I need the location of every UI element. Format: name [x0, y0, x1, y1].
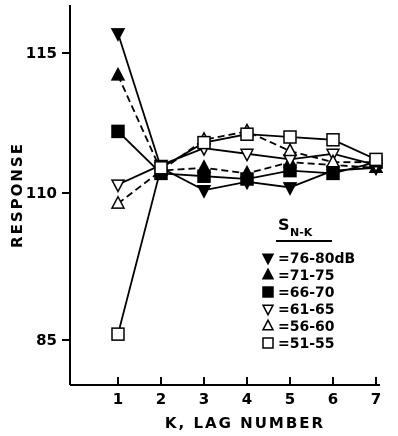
- legend-item-label: =66-70: [278, 285, 335, 301]
- legend-item-label: =71-75: [278, 268, 335, 284]
- data-point-marker: [240, 172, 254, 186]
- data-point-marker: [197, 169, 211, 183]
- data-point-marker: [240, 127, 254, 141]
- legend-marker: [261, 304, 275, 317]
- y-tick-label: 85: [36, 331, 57, 349]
- legend-marker: [261, 318, 275, 331]
- x-tick-label: 3: [199, 390, 209, 408]
- y-axis-label: RESPONSE: [8, 142, 26, 248]
- x-tick-label: 1: [113, 390, 123, 408]
- legend-items: =76-80dB=71-75=66-70=61-65=56-60=51-55: [261, 251, 355, 352]
- legend-title-sub: N-K: [290, 226, 313, 239]
- legend-item-label: =56-60: [278, 319, 335, 335]
- data-point-marker: [196, 184, 212, 199]
- series-markers: [110, 28, 384, 341]
- data-point-marker: [111, 124, 125, 139]
- data-point-marker: [110, 66, 126, 81]
- data-point-marker: [325, 153, 341, 168]
- data-point-marker: [110, 28, 126, 42]
- data-point-marker: [197, 135, 211, 150]
- data-point-marker: [282, 182, 298, 196]
- legend-marker: [262, 286, 274, 298]
- legend-title-main: S: [278, 215, 290, 234]
- x-ticks: 1 2 3 4 5 6 7: [113, 377, 381, 408]
- data-point-marker: [369, 152, 383, 167]
- x-tick-label: 2: [156, 390, 166, 408]
- chart-axes: [69, 5, 380, 386]
- data-point-marker: [239, 148, 255, 163]
- y-ticks: 85 110 115: [26, 44, 70, 349]
- legend-item-label: =76-80dB: [278, 251, 355, 267]
- data-point-marker: [154, 161, 168, 175]
- legend: S N-K =76-80dB=71-75=66-70=61-65=56-60=5…: [261, 215, 355, 352]
- legend-marker: [262, 337, 274, 349]
- data-point-marker: [111, 327, 125, 341]
- x-tick-label: 4: [242, 390, 252, 408]
- legend-item-label: =51-55: [278, 336, 335, 352]
- x-tick-label: 6: [328, 390, 338, 408]
- x-tick-label: 5: [285, 390, 295, 408]
- data-point-marker: [282, 142, 298, 157]
- legend-item-label: =61-65: [278, 302, 335, 318]
- data-point-marker: [326, 133, 340, 147]
- data-point-marker: [283, 130, 297, 144]
- data-point-marker: [110, 195, 126, 209]
- data-point-marker: [326, 166, 340, 181]
- legend-marker: [261, 253, 275, 266]
- x-axis-label: K, LAG NUMBER: [165, 414, 325, 432]
- data-point-marker: [110, 179, 126, 194]
- x-tick-label: 7: [371, 390, 381, 408]
- legend-marker: [261, 267, 275, 280]
- y-tick-label: 110: [26, 184, 57, 202]
- y-tick-label: 115: [26, 44, 57, 62]
